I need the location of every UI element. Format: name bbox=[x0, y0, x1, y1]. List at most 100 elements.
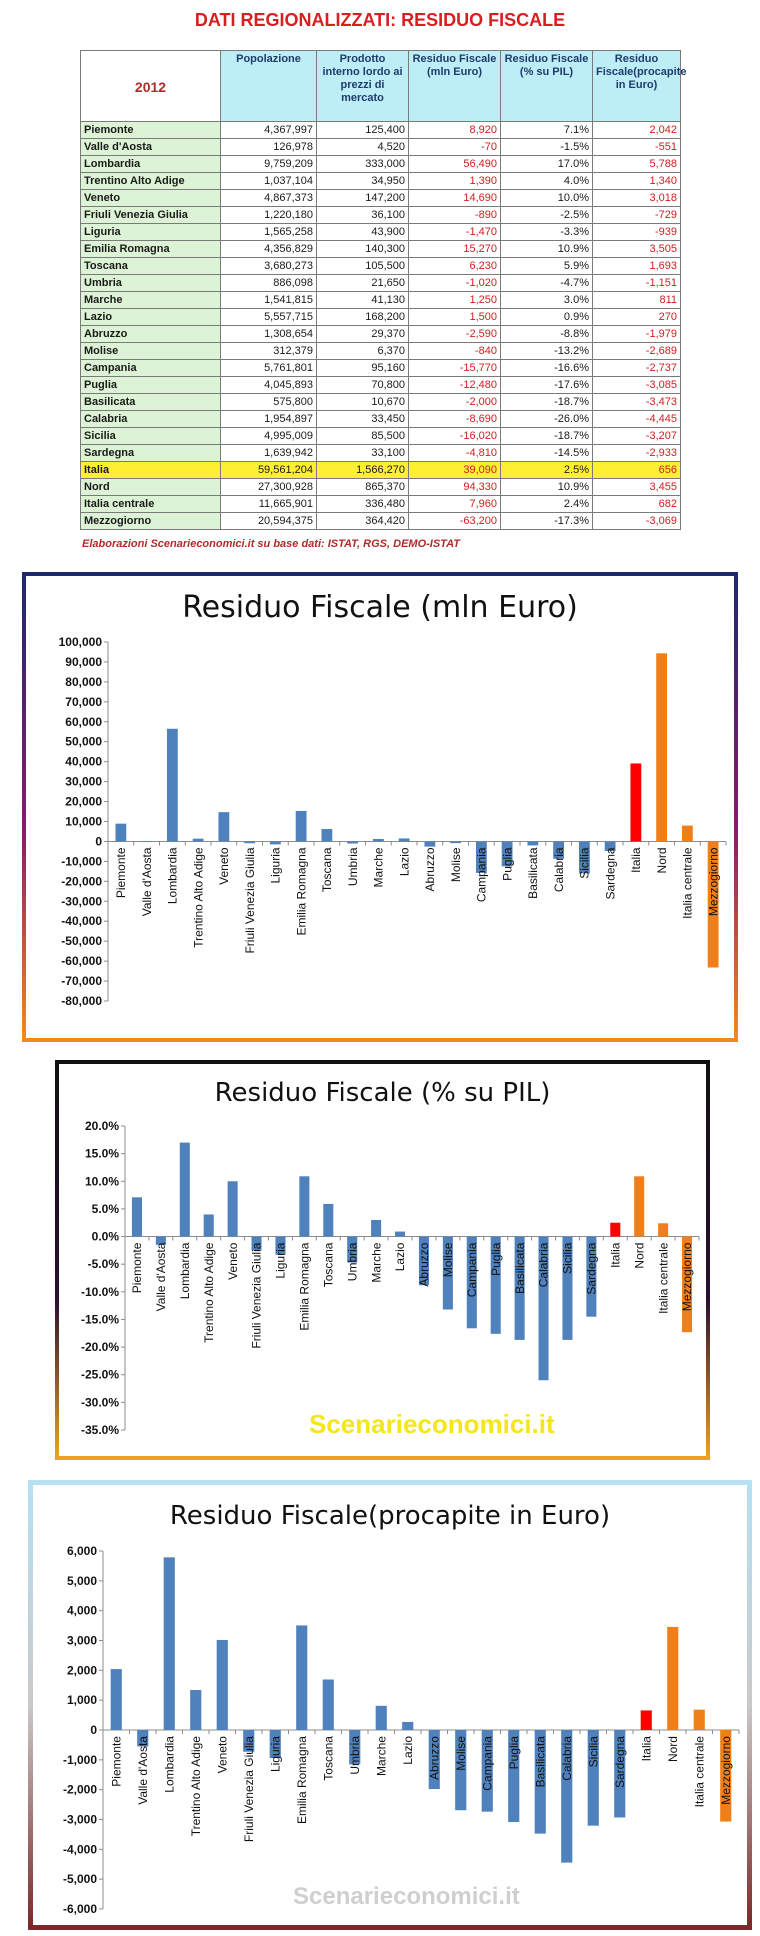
bar-friuli-venezia-giulia bbox=[251, 1236, 262, 1251]
column-header: Popolazione bbox=[220, 50, 317, 122]
bar-mezzogiorno bbox=[720, 1730, 732, 1822]
table-cell-pil: 10,670 bbox=[316, 393, 409, 411]
x-tick-label: Italia centrale bbox=[656, 1242, 670, 1314]
bar-chart-procapite: 6,000 5,000 4,000 3,000 2,000 1,000 0 -1,000 -2,… bbox=[63, 1544, 740, 1916]
bar-sicilia bbox=[562, 1236, 573, 1340]
table-row: Liguria 1,565,258 43,900 -1,470 -3.3% -939 bbox=[80, 223, 681, 241]
bar-abruzzo bbox=[428, 1730, 440, 1790]
y-tick-label: 0.0% bbox=[92, 1230, 120, 1244]
bar-piemonte bbox=[115, 823, 127, 842]
table-cell-pop: 312,379 bbox=[220, 342, 317, 360]
table-cell-pil: 34,950 bbox=[316, 172, 409, 190]
bar-marche bbox=[375, 1705, 387, 1730]
bar-veneto bbox=[218, 812, 230, 842]
x-tick-label: Emilia Romagna bbox=[294, 847, 308, 935]
chart-panel-procapite: Residuo Fiscale(procapite in Euro) 6,000… bbox=[28, 1480, 752, 1930]
table-cell-region: Abruzzo bbox=[80, 325, 221, 343]
chart-panel-pct: Residuo Fiscale (% su PIL) 20.0% 15.0% 10.… bbox=[55, 1060, 710, 1460]
table-cell-res: 56,490 bbox=[408, 155, 501, 173]
x-tick-label: Trentino Alto Adige bbox=[202, 1242, 216, 1343]
table-cell-res: -4,810 bbox=[408, 444, 501, 462]
table-row: Valle d'Aosta 126,978 4,520 -70 -1.5% -551 bbox=[80, 138, 681, 156]
table-cell-region: Piemonte bbox=[80, 121, 221, 139]
x-tick-label: Campania bbox=[480, 1736, 494, 1791]
table-cell-pop: 1,639,942 bbox=[220, 444, 317, 462]
bar-lombardia bbox=[163, 1557, 175, 1730]
bar-sardegna bbox=[604, 841, 616, 852]
x-tick-label: Toscana bbox=[321, 1736, 335, 1781]
table-row: Molise 312,379 6,370 -840 -13.2% -2,689 bbox=[80, 342, 681, 360]
table-row: Trentino Alto Adige 1,037,104 34,950 1,390 4… bbox=[80, 172, 681, 190]
y-tick-label: 90,000 bbox=[65, 655, 102, 669]
x-tick-label: Italia centrale bbox=[692, 1736, 706, 1808]
bar-friuli-venezia-giulia bbox=[243, 1730, 255, 1752]
bar-italia bbox=[630, 763, 642, 842]
table-cell-pct: 0.9% bbox=[500, 308, 593, 326]
bar-molise bbox=[442, 1236, 453, 1310]
bar-veneto bbox=[216, 1639, 228, 1730]
y-tick-label: -30,000 bbox=[61, 894, 102, 908]
x-tick-label: Trentino Alto Adige bbox=[191, 847, 205, 948]
bar-nord bbox=[634, 1176, 645, 1237]
x-tick-label: Molise bbox=[449, 847, 463, 882]
bar-umbria bbox=[349, 1730, 361, 1765]
x-tick-label: Lazio bbox=[393, 1242, 407, 1271]
y-tick-label: 4,000 bbox=[67, 1604, 97, 1618]
bar-emilia-romagna bbox=[295, 810, 307, 842]
table-cell-region: Veneto bbox=[80, 189, 221, 207]
table-cell-pro: -3,207 bbox=[592, 427, 681, 445]
table-cell-pop: 1,954,897 bbox=[220, 410, 317, 428]
table-cell-pro: 3,455 bbox=[592, 478, 681, 496]
x-tick-label: Calabria bbox=[537, 1242, 551, 1287]
column-header: Residuo Fiscale (mln Euro) bbox=[408, 50, 501, 122]
table-cell-pro: -4,445 bbox=[592, 410, 681, 428]
table-cell-pil: 21,650 bbox=[316, 274, 409, 292]
bar-liguria bbox=[269, 1730, 281, 1759]
x-tick-label: Italia centrale bbox=[681, 847, 695, 919]
table-cell-pop: 4,995,009 bbox=[220, 427, 317, 445]
table-cell-region: Sardegna bbox=[80, 444, 221, 462]
table-row: Toscana 3,680,273 105,500 6,230 5.9% 1,693 bbox=[80, 257, 681, 275]
x-tick-label: Veneto bbox=[217, 847, 231, 885]
table-row: Puglia 4,045,893 70,800 -12,480 -17.6% -3,085 bbox=[80, 376, 681, 394]
x-tick-label: Marche bbox=[369, 1242, 383, 1282]
table-cell-region: Mezzogiorno bbox=[80, 512, 221, 530]
bar-puglia bbox=[508, 1730, 520, 1823]
table-cell-pop: 1,541,815 bbox=[220, 291, 317, 309]
y-tick-label: -35.0% bbox=[81, 1423, 119, 1437]
table-cell-res: -890 bbox=[408, 206, 501, 224]
bar-puglia bbox=[501, 841, 513, 867]
x-tick-label: Emilia Romagna bbox=[298, 1242, 312, 1330]
x-tick-label: Molise bbox=[441, 1242, 455, 1277]
table-cell-pro: 3,505 bbox=[592, 240, 681, 258]
x-tick-label: Friuli Venezia Giulia bbox=[242, 1736, 256, 1842]
chart-panel-mln: Residuo Fiscale (mln Euro) 100,000 90,000… bbox=[22, 572, 738, 1042]
table-cell-region: Lombardia bbox=[80, 155, 221, 173]
bar-emilia-romagna bbox=[299, 1176, 310, 1237]
bar-basilicata bbox=[527, 841, 539, 846]
table-cell-res: 94,330 bbox=[408, 478, 501, 496]
x-tick-label: Marche bbox=[372, 847, 386, 887]
y-tick-label: -10,000 bbox=[61, 854, 102, 868]
table-cell-res: 1,390 bbox=[408, 172, 501, 190]
table-cell-pct: -14.5% bbox=[500, 444, 593, 462]
table-cell-res: -2,000 bbox=[408, 393, 501, 411]
x-tick-label: Valle d'Aosta bbox=[154, 1242, 168, 1311]
table-row: Sardegna 1,639,942 33,100 -4,810 -14.5% -2,93… bbox=[80, 444, 681, 462]
table-cell-region: Italia bbox=[80, 461, 221, 479]
table-cell-pil: 43,900 bbox=[316, 223, 409, 241]
table-cell-pil: 140,300 bbox=[316, 240, 409, 258]
x-tick-label: Campania bbox=[465, 1242, 479, 1297]
table-cell-pro: 2,042 bbox=[592, 121, 681, 139]
bar-campania bbox=[466, 1236, 477, 1329]
bar-umbria bbox=[347, 841, 359, 844]
table-cell-pct: -13.2% bbox=[500, 342, 593, 360]
table-cell-pop: 59,561,204 bbox=[220, 461, 317, 479]
bar-veneto bbox=[227, 1181, 238, 1237]
bar-lazio bbox=[398, 838, 410, 842]
table-cell-pro: -1,979 bbox=[592, 325, 681, 343]
table-cell-pct: -2.5% bbox=[500, 206, 593, 224]
bar-italia-centrale bbox=[658, 1223, 669, 1237]
table-row: Sicilia 4,995,009 85,500 -16,020 -18.7% -3,20… bbox=[80, 427, 681, 445]
table-cell-res: -15,770 bbox=[408, 359, 501, 377]
